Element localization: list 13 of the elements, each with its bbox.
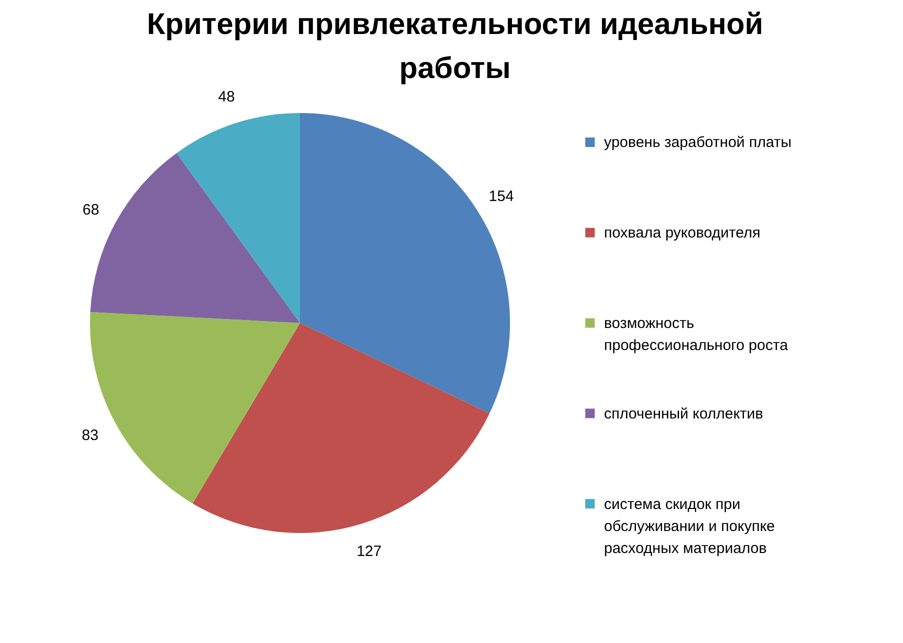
pie-slice xyxy=(176,113,300,323)
legend-label: похвала руководителя xyxy=(604,224,760,242)
legend-label: сплоченный коллектив xyxy=(604,405,764,422)
data-label: 154 xyxy=(488,188,514,205)
data-label: 83 xyxy=(82,427,98,444)
chart-title: Критерии привлекательности идеальной работы xyxy=(146,8,764,85)
data-label: 127 xyxy=(356,542,382,560)
legend-label: возможность профессионального роста xyxy=(604,315,789,354)
pie-slice xyxy=(192,323,490,533)
legend-label: уровень заработной платы xyxy=(604,134,792,152)
legend-label: система скидок при обслуживании и покупке расходных материалов xyxy=(604,496,775,557)
data-label: 68 xyxy=(82,201,100,218)
data-label: 48 xyxy=(218,88,235,106)
